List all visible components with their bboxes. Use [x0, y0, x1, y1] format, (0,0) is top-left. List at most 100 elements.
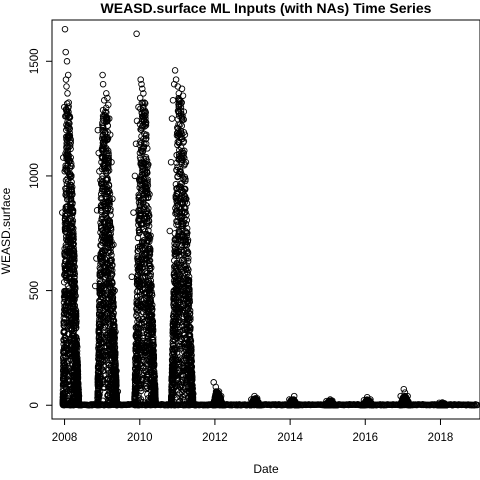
data-point [134, 244, 142, 251]
data-point [99, 178, 106, 186]
data-point [173, 189, 181, 197]
data-point [136, 192, 143, 200]
data-point [184, 250, 191, 258]
data-point [107, 224, 115, 231]
data-point [143, 281, 151, 288]
data-point [59, 390, 67, 398]
data-point [173, 197, 180, 205]
data-point [69, 208, 77, 216]
data-point [142, 136, 149, 143]
data-point [172, 181, 180, 188]
data-point [143, 323, 151, 330]
data-point [174, 310, 182, 318]
data-point [61, 245, 68, 252]
data-point [185, 302, 193, 310]
data-point [60, 318, 67, 326]
data-point [149, 336, 156, 344]
data-point [142, 255, 150, 263]
data-point [107, 336, 114, 343]
data-point [67, 162, 74, 169]
data-point [66, 245, 73, 252]
data-point [111, 336, 118, 344]
data-point [61, 265, 69, 273]
data-point [173, 266, 180, 273]
data-point [145, 205, 152, 212]
data-point [181, 291, 189, 298]
data-point [131, 379, 139, 387]
data-point [71, 321, 78, 328]
data-point [74, 386, 82, 393]
data-point [61, 249, 68, 256]
data-point [95, 380, 103, 388]
data-point [132, 332, 140, 340]
data-point [101, 384, 108, 391]
data-point [174, 190, 182, 198]
data-point [136, 206, 144, 213]
data-point [141, 123, 148, 130]
data-point [188, 356, 195, 363]
data-point [63, 189, 70, 197]
data-point [183, 225, 191, 232]
data-point [64, 303, 72, 311]
data-point [98, 145, 106, 152]
data-point [185, 300, 192, 307]
data-point [138, 381, 145, 389]
data-point [138, 344, 145, 352]
data-point [171, 324, 178, 332]
data-point [138, 261, 145, 269]
data-point [65, 266, 73, 274]
data-point [71, 270, 79, 278]
data-point [74, 374, 82, 381]
data-point [178, 256, 186, 264]
data-point [133, 280, 141, 288]
data-point [185, 322, 193, 330]
data-point [177, 199, 184, 206]
data-point [136, 149, 144, 157]
data-point [186, 299, 193, 306]
data-point [169, 348, 177, 356]
data-point [144, 219, 151, 226]
data-point [186, 370, 194, 377]
data-point [98, 301, 106, 309]
data-points [59, 25, 480, 409]
data-point [182, 266, 190, 274]
data-point [100, 334, 107, 341]
data-point [104, 244, 111, 251]
data-point [133, 354, 141, 362]
data-point [132, 386, 139, 394]
data-point [136, 292, 144, 299]
data-point [181, 235, 189, 243]
data-point [71, 394, 78, 401]
data-point [144, 269, 151, 277]
data-point [177, 280, 185, 287]
data-point [102, 218, 109, 225]
data-point [171, 243, 178, 251]
data-point [179, 249, 187, 256]
data-point [177, 168, 184, 175]
data-point [146, 285, 154, 293]
data-point [136, 154, 144, 161]
data-point [107, 297, 115, 305]
data-point [99, 202, 106, 210]
data-point [175, 323, 183, 331]
data-point [170, 371, 178, 379]
data-point [62, 307, 70, 315]
data-point [186, 286, 193, 294]
data-point [183, 321, 191, 328]
data-point [111, 329, 118, 337]
data-point [106, 247, 113, 255]
data-point [96, 290, 103, 297]
data-point [111, 355, 118, 363]
data-point [171, 303, 178, 310]
data-point [138, 181, 145, 189]
data-point [135, 261, 142, 268]
data-point [133, 312, 140, 319]
data-point [175, 236, 183, 243]
data-point [104, 205, 112, 213]
data-point [133, 288, 141, 296]
data-point [61, 228, 69, 235]
data-point [171, 273, 178, 280]
data-point [65, 243, 72, 250]
data-point [143, 308, 151, 316]
